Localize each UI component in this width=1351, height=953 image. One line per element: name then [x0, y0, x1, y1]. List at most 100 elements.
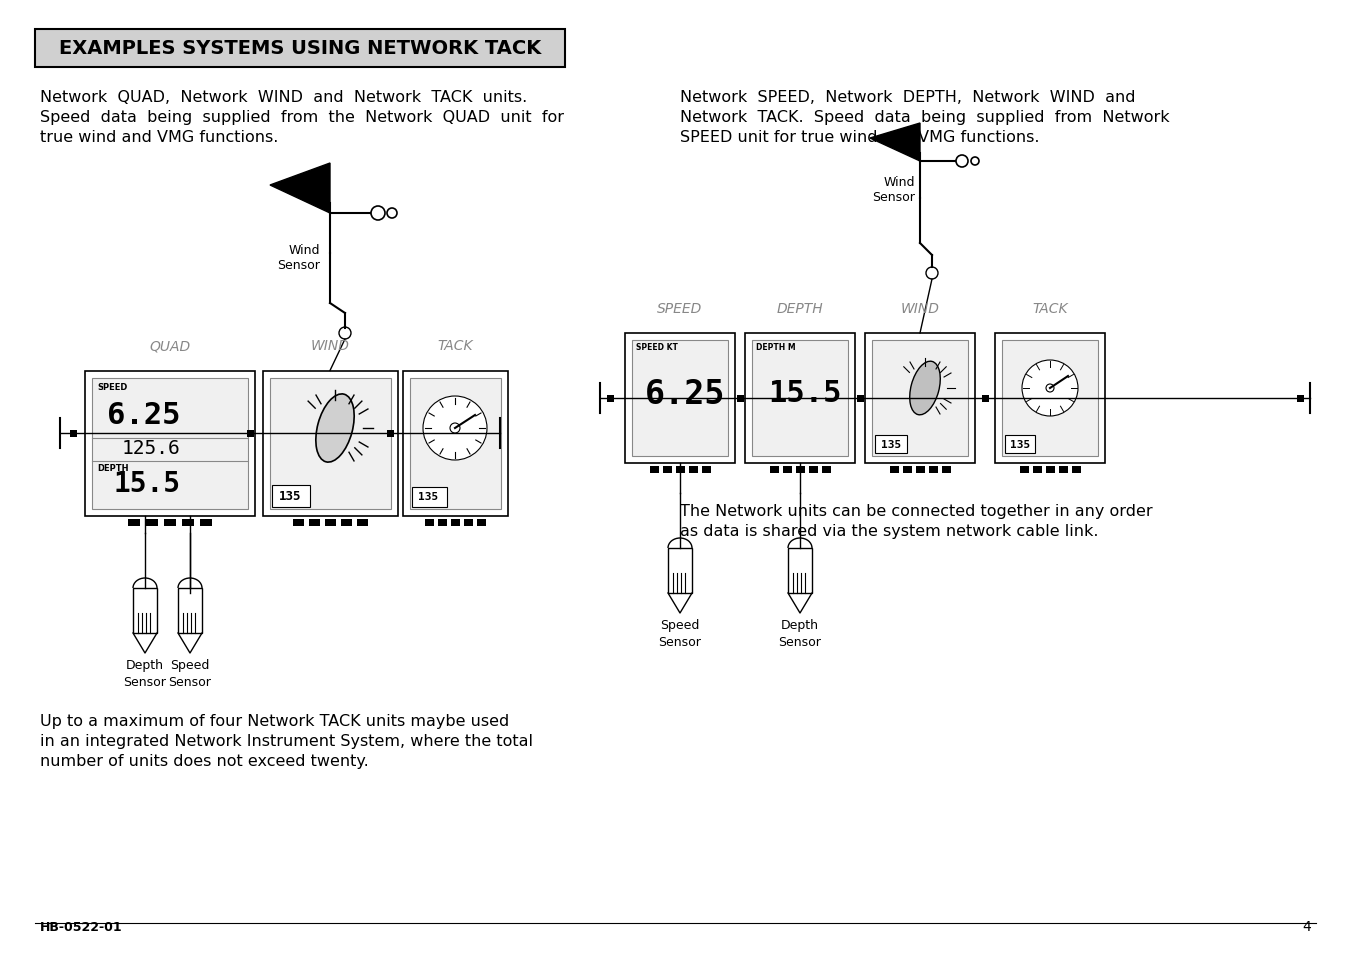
Bar — [407, 430, 413, 437]
Bar — [450, 519, 459, 526]
Bar — [744, 334, 855, 463]
Bar — [163, 519, 176, 526]
Text: number of units does not exceed twenty.: number of units does not exceed twenty. — [41, 753, 369, 768]
Text: DEPTH: DEPTH — [777, 302, 823, 315]
Text: SPEED KT: SPEED KT — [636, 343, 678, 352]
Text: 6.25: 6.25 — [107, 401, 180, 430]
Bar — [821, 467, 831, 474]
Bar — [928, 467, 938, 474]
Bar — [357, 519, 367, 526]
Bar — [412, 487, 446, 507]
Bar — [1071, 467, 1081, 474]
Text: as data is shared via the system network cable link.: as data is shared via the system network… — [680, 523, 1098, 538]
Bar — [263, 430, 270, 437]
Bar — [477, 519, 485, 526]
Bar — [1002, 340, 1098, 456]
Bar — [128, 519, 141, 526]
Bar — [607, 395, 613, 402]
Bar — [788, 548, 812, 594]
Text: Speed
Sensor: Speed Sensor — [169, 659, 212, 688]
Bar — [182, 519, 195, 526]
Bar — [1020, 467, 1028, 474]
Text: Up to a maximum of four Network TACK units maybe used: Up to a maximum of four Network TACK uni… — [41, 713, 509, 728]
Bar — [178, 588, 203, 634]
Bar — [796, 467, 804, 474]
Bar — [293, 519, 304, 526]
Bar — [994, 334, 1105, 463]
Text: 15.5: 15.5 — [113, 470, 180, 497]
Text: 135: 135 — [280, 490, 301, 502]
Bar — [865, 334, 975, 463]
Bar — [1032, 467, 1042, 474]
Bar — [463, 519, 473, 526]
Bar — [981, 395, 989, 402]
Bar — [132, 588, 157, 634]
Bar — [676, 467, 685, 474]
Bar — [247, 430, 254, 437]
Circle shape — [925, 268, 938, 280]
Bar — [69, 430, 77, 437]
Text: SPEED: SPEED — [97, 382, 127, 391]
Bar — [92, 378, 249, 509]
Text: DEPTH: DEPTH — [97, 463, 128, 473]
Bar — [403, 371, 508, 516]
Text: HB-0522-01: HB-0522-01 — [41, 920, 123, 933]
Circle shape — [957, 156, 969, 168]
Bar — [770, 467, 778, 474]
Text: Speed
Sensor: Speed Sensor — [658, 618, 701, 648]
Text: in an integrated Network Instrument System, where the total: in an integrated Network Instrument Syst… — [41, 733, 534, 748]
Circle shape — [1046, 385, 1054, 393]
Bar — [875, 436, 907, 454]
Text: Speed  data  being  supplied  from  the  Network  QUAD  unit  for: Speed data being supplied from the Netwo… — [41, 110, 563, 125]
Circle shape — [450, 423, 459, 434]
Text: DEPTH M: DEPTH M — [757, 343, 796, 352]
Text: 135: 135 — [1011, 439, 1029, 450]
Bar — [85, 371, 255, 516]
Bar — [1297, 395, 1304, 402]
Ellipse shape — [316, 395, 354, 462]
Bar — [632, 340, 728, 456]
Circle shape — [386, 209, 397, 219]
Text: SPEED: SPEED — [658, 302, 703, 315]
Text: TACK: TACK — [438, 339, 473, 354]
Text: WIND: WIND — [901, 302, 939, 315]
Bar — [262, 371, 397, 516]
Bar — [200, 519, 212, 526]
Bar — [667, 548, 692, 594]
Polygon shape — [270, 164, 330, 213]
Bar — [701, 467, 711, 474]
Bar — [386, 430, 394, 437]
Bar — [1058, 467, 1067, 474]
Text: Depth
Sensor: Depth Sensor — [123, 659, 166, 688]
Text: true wind and VMG functions.: true wind and VMG functions. — [41, 130, 278, 145]
Polygon shape — [870, 124, 920, 162]
Bar — [1005, 436, 1035, 454]
Bar — [782, 467, 792, 474]
Bar — [753, 340, 848, 456]
Text: SPEED unit for true wind and VMG functions.: SPEED unit for true wind and VMG functio… — [680, 130, 1039, 145]
Bar — [438, 519, 446, 526]
Bar — [916, 467, 924, 474]
Bar — [146, 519, 158, 526]
Circle shape — [423, 396, 486, 460]
Bar — [942, 467, 951, 474]
Text: 135: 135 — [419, 492, 439, 502]
Text: 135: 135 — [881, 439, 901, 450]
Bar — [35, 30, 565, 68]
Bar — [626, 334, 735, 463]
Bar — [324, 519, 335, 526]
Circle shape — [1021, 360, 1078, 416]
Text: Wind
Sensor: Wind Sensor — [873, 175, 915, 204]
Text: EXAMPLES SYSTEMS USING NETWORK TACK: EXAMPLES SYSTEMS USING NETWORK TACK — [59, 39, 542, 58]
Text: 4: 4 — [1302, 919, 1310, 933]
Text: Depth
Sensor: Depth Sensor — [778, 618, 821, 648]
Text: Network  TACK.  Speed  data  being  supplied  from  Network: Network TACK. Speed data being supplied … — [680, 110, 1170, 125]
Text: 125.6: 125.6 — [122, 439, 180, 458]
Text: Wind
Sensor: Wind Sensor — [277, 244, 320, 272]
Circle shape — [971, 158, 979, 166]
Text: The Network units can be connected together in any order: The Network units can be connected toget… — [680, 503, 1152, 518]
Text: WIND: WIND — [311, 339, 350, 354]
Bar — [308, 519, 319, 526]
Text: 15.5: 15.5 — [769, 379, 842, 408]
Circle shape — [372, 207, 385, 221]
